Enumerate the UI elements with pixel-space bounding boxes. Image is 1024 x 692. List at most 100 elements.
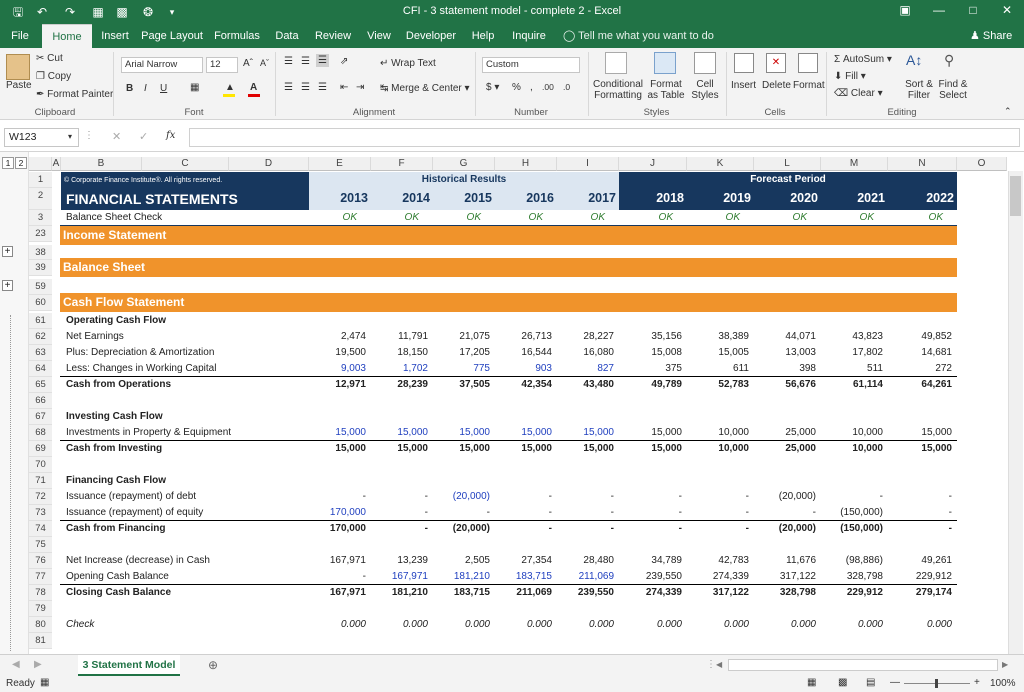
italic-icon[interactable]: I [144,83,147,94]
name-box[interactable]: W123 [4,128,79,147]
ribbon-display-icon[interactable]: ▣ [899,3,911,17]
horizontal-scrollbar[interactable] [728,659,998,671]
row-header[interactable]: 77 [29,569,52,585]
scroll-left-icon[interactable]: ◀ [12,659,20,670]
comma-icon[interactable]: , [530,82,533,93]
hscroll-right-arrow[interactable]: ▶ [1002,660,1009,669]
delete-cells-button[interactable]: Delete [762,80,791,91]
shrink-font-icon[interactable]: Aˇ [260,58,269,68]
number-format-dropdown[interactable]: Custom [482,57,580,73]
hscroll-left-arrow[interactable]: ◀ [716,660,723,669]
redo-icon[interactable]: ↷ [64,5,76,19]
grow-font-icon[interactable]: Aˆ [243,58,253,69]
chrome-icon[interactable]: ❂ [142,5,154,19]
column-header-e[interactable]: E [309,157,371,171]
row-header[interactable]: 64 [29,361,52,377]
decrease-decimal-icon[interactable]: .0 [563,82,571,92]
fill-button[interactable]: ⬇ Fill ▾ [834,71,866,82]
row-header[interactable]: 74 [29,521,52,537]
expand-group-icon[interactable]: + [2,280,13,291]
copy-button[interactable]: ❐ Copy [36,71,72,82]
cut-button[interactable]: ✂ Cut [36,53,63,64]
column-header-l[interactable]: L [754,157,821,171]
sheet-tab-3-statement-model[interactable]: 3 Statement Model [78,655,180,676]
column-header-g[interactable]: G [433,157,495,171]
cancel-entry-icon[interactable]: ✕ [112,131,122,143]
row-header[interactable]: 81 [29,633,52,649]
tab-data[interactable]: Data [275,30,299,42]
percent-icon[interactable]: % [512,82,521,93]
zoom-in-icon[interactable]: + [974,677,980,688]
fill-color-icon[interactable]: ▲ [225,82,235,93]
row-header[interactable]: 79 [29,601,52,617]
customize-qat-icon[interactable]: ▾ [169,7,175,17]
underline-icon[interactable]: U [160,83,168,94]
tab-help[interactable]: Help [471,30,495,42]
align-middle-icon[interactable]: ☰ [301,56,310,67]
tab-file[interactable]: File [11,30,29,42]
insert-function-icon[interactable]: fx [166,130,176,141]
maximize-icon[interactable]: □ [969,3,977,17]
normal-view-icon[interactable]: ▦ [807,677,817,688]
row-header[interactable]: 39 [29,260,52,276]
confirm-entry-icon[interactable]: ✓ [139,131,149,143]
tell-me-search[interactable]: ◯ Tell me what you want to do [563,30,714,42]
new-sheet-icon[interactable]: ⊕ [208,658,219,672]
tab-page-layout[interactable]: Page Layout [141,30,203,42]
row-header[interactable]: 3 [29,210,52,226]
vertical-scrollbar[interactable] [1008,171,1023,654]
conditional-formatting-button[interactable]: Conditional Formatting [592,79,644,101]
sort-filter-button[interactable]: Sort & Filter [905,79,933,101]
row-header[interactable]: 66 [29,393,52,409]
outline-level-1-button[interactable]: 1 [2,157,14,169]
zoom-slider-thumb[interactable] [935,679,938,688]
expand-group-icon[interactable]: + [2,246,13,257]
zoom-level[interactable]: 100% [990,678,1016,689]
close-icon[interactable]: ✕ [1001,3,1013,17]
tab-insert[interactable]: Insert [101,30,129,42]
undo-icon[interactable]: ↶ [36,5,48,19]
column-header-a[interactable]: A [52,157,61,171]
row-header[interactable]: 2 [29,188,52,210]
column-header-m[interactable]: M [821,157,888,171]
align-left-icon[interactable]: ☰ [284,82,293,93]
decrease-indent-icon[interactable]: ⇤ [340,82,349,93]
font-name-dropdown[interactable]: Arial Narrow [121,57,203,73]
row-header[interactable]: 61 [29,313,52,329]
paste-icon[interactable] [6,54,30,80]
column-header-j[interactable]: J [619,157,687,171]
vertical-scrollbar-thumb[interactable] [1010,176,1021,216]
font-size-dropdown[interactable]: 12 [206,57,238,73]
clear-button[interactable]: ⌫ Clear ▾ [834,88,883,99]
increase-indent-icon[interactable]: ⇥ [356,82,365,93]
bold-icon[interactable]: B [126,83,134,94]
page-break-view-icon[interactable]: ▤ [866,677,876,688]
formula-input[interactable] [189,128,1020,147]
zoom-out-icon[interactable]: — [890,677,900,688]
format-painter-button[interactable]: ✒ Format Painter [36,89,114,100]
share-button[interactable]: ♟ Share [970,30,1013,42]
align-right-icon[interactable]: ☰ [318,82,327,93]
column-header-b[interactable]: B [61,157,142,171]
row-header[interactable]: 63 [29,345,52,361]
format-cells-button[interactable]: Format [793,80,825,91]
row-header[interactable]: 69 [29,441,52,457]
select-all-corner[interactable] [29,157,52,171]
outline-level-2-button[interactable]: 2 [15,157,27,169]
minimize-icon[interactable]: — [933,3,945,17]
merge-center-button[interactable]: ↹ Merge & Center ▾ [380,83,470,94]
column-header-f[interactable]: F [371,157,433,171]
cell-styles-button[interactable]: Cell Styles [691,79,719,101]
row-header[interactable]: 23 [29,226,52,242]
row-header[interactable]: 72 [29,489,52,505]
find-select-button[interactable]: Find & Select [938,79,968,101]
column-header-h[interactable]: H [495,157,557,171]
column-header-o[interactable]: O [957,157,1007,171]
save-icon[interactable]: 🖫 [12,5,24,19]
font-color-icon[interactable]: A [250,82,258,93]
row-header[interactable]: 38 [29,245,52,260]
currency-icon[interactable]: $ ▾ [486,82,500,93]
tab-review[interactable]: Review [314,30,352,42]
orientation-icon[interactable]: ⇗ [340,56,349,67]
align-center-icon[interactable]: ☰ [301,82,310,93]
